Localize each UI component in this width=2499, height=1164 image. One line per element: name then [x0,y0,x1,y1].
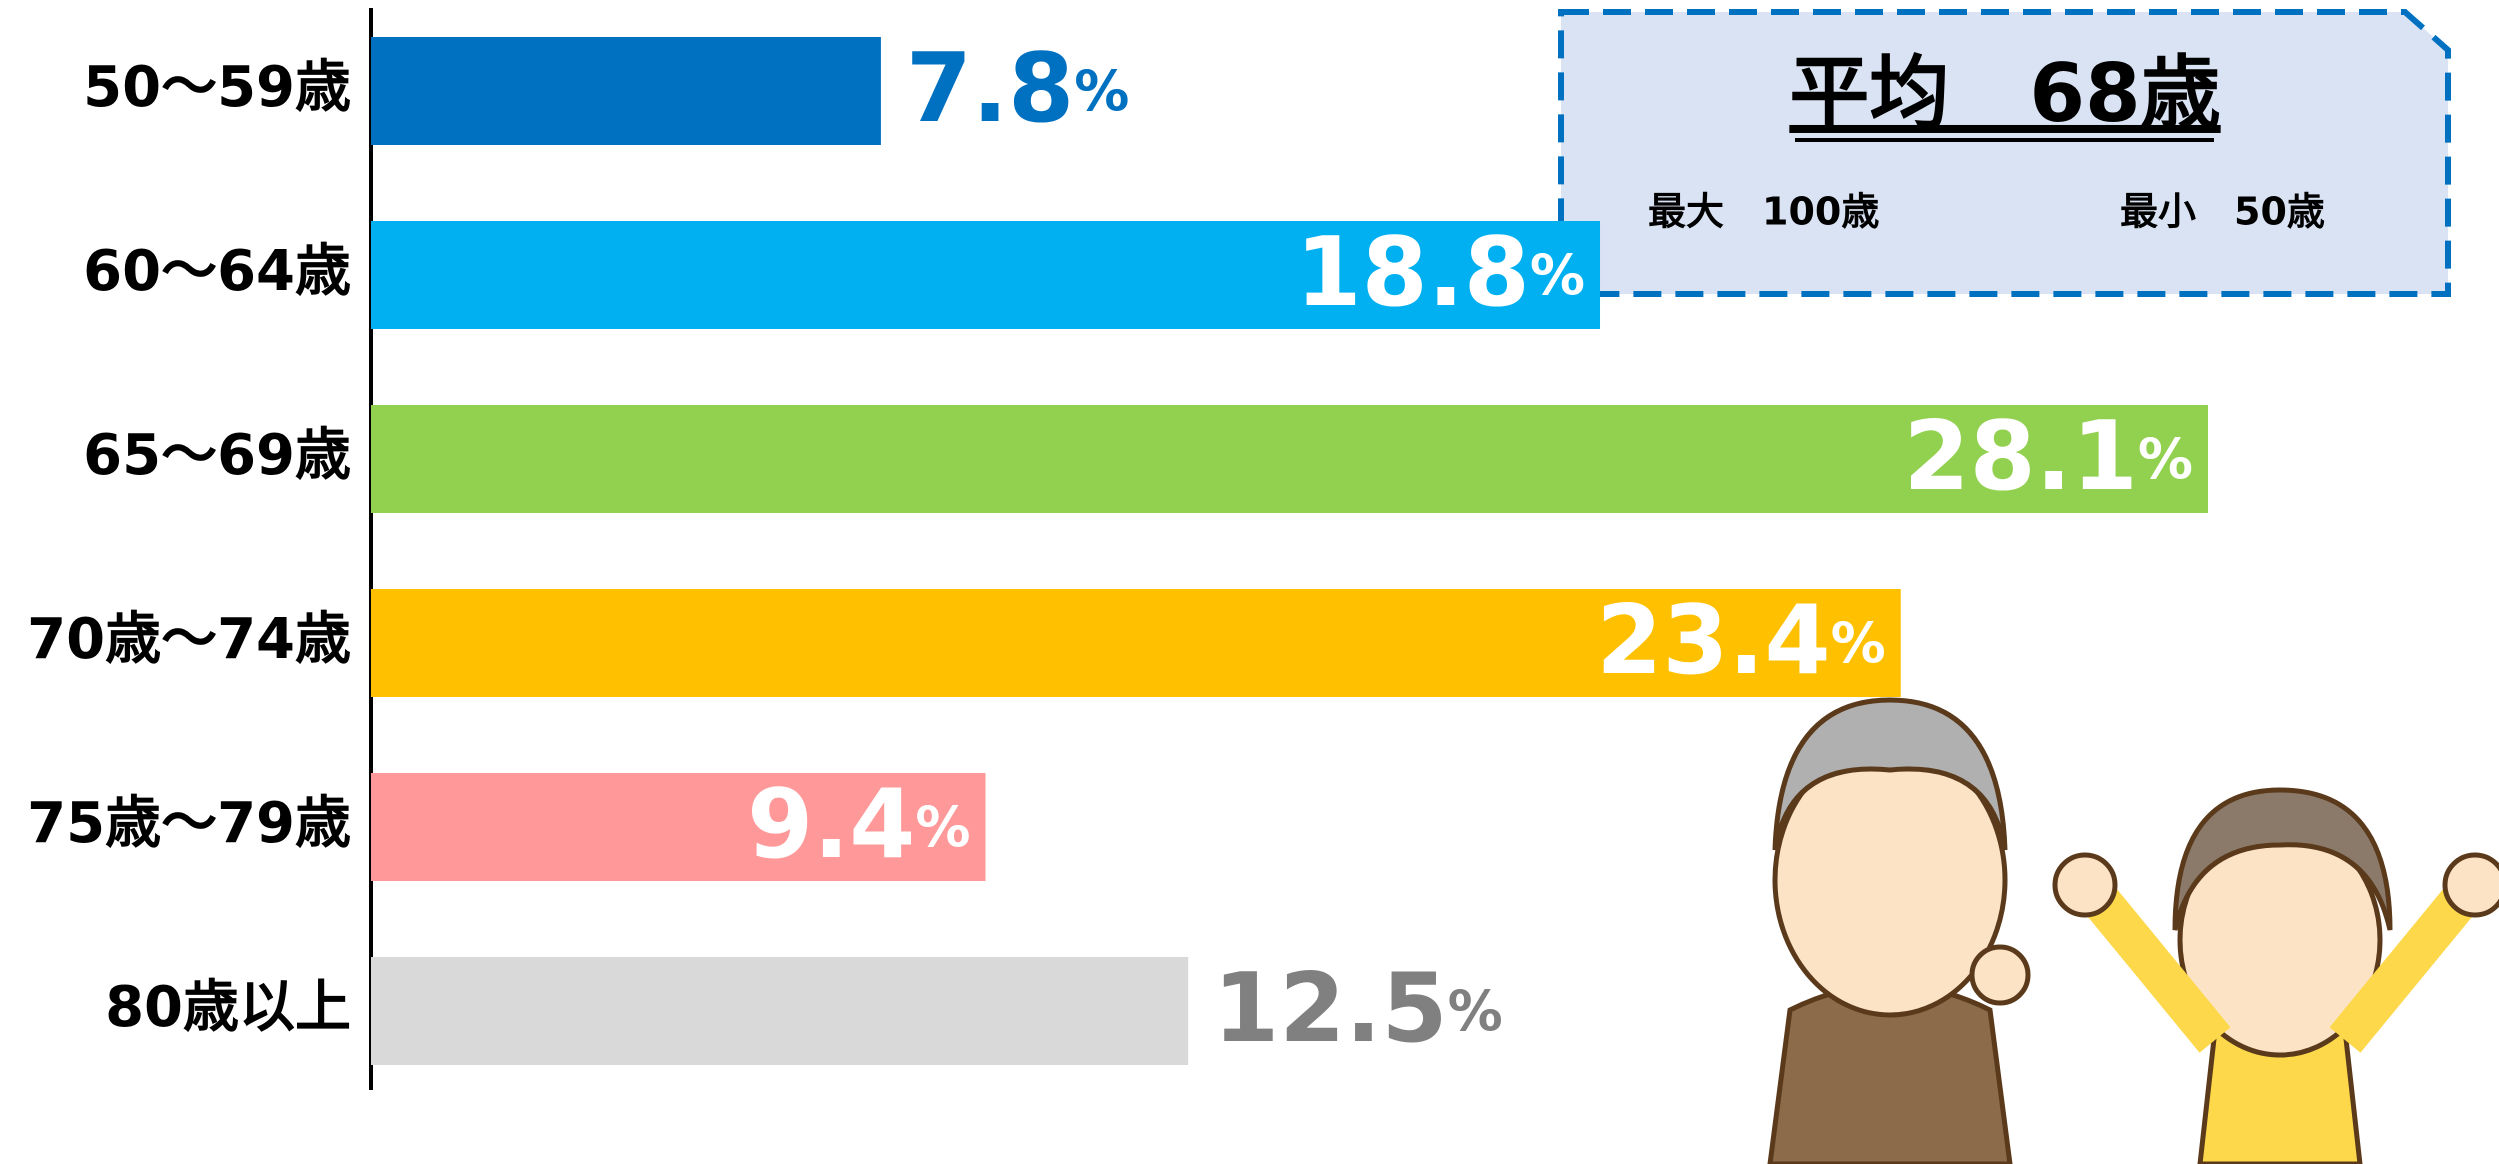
bar [371,405,2208,513]
illustration [1767,697,2499,1164]
bar [371,773,986,881]
y-tick-label: 80歳以上 [105,975,351,1040]
woman-hair [2172,787,2393,931]
bar [371,589,1901,697]
summary-average: 平均 68歳 [1789,47,2220,140]
bar [371,957,1189,1065]
value-label: 18.8% [1296,218,1586,328]
y-tick-label: 65～69歳 [83,423,351,488]
y-tick-label: 60～64歳 [83,239,351,304]
woman-hand [2442,852,2499,918]
summary-max: 最大 100歳 [1648,190,1879,234]
summary-box: 平均 68歳 最大 100歳 最小 50歳 [1558,9,2451,297]
y-tick-label: 70歳～74歳 [27,607,351,672]
man-hair [1772,697,2008,851]
summary-min: 最小 50歳 [2120,190,2325,234]
woman-hand [2052,852,2118,918]
value-label: 9.4% [747,770,970,880]
bar [371,221,1601,329]
man-fist [1969,944,2031,1006]
value-label: 7.8% [906,34,1129,144]
woman-arms [2084,887,2476,1053]
value-label: 23.4% [1596,586,1886,696]
bar [371,37,881,145]
y-tick-label: 75歳～79歳 [27,791,351,856]
value-label: 28.1% [1903,402,2193,512]
value-label: 12.5% [1213,954,1503,1064]
y-tick-label: 50～59歳 [83,55,351,120]
